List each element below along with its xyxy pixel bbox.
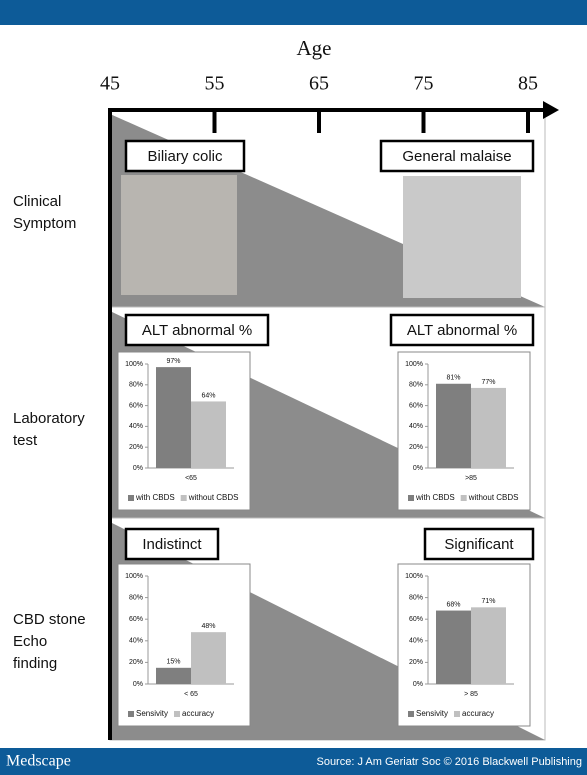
value-label: 81% [446, 375, 460, 382]
row-label: Symptom [13, 215, 76, 232]
y-tick-label: 20% [409, 444, 423, 451]
legend-swatch [128, 711, 134, 717]
legend-label: without CBDS [188, 493, 239, 502]
row-label: finding [13, 655, 57, 672]
age-tick-label: 65 [309, 73, 329, 95]
age-tick-label: 75 [414, 73, 434, 95]
chart-panel [117, 563, 251, 727]
legend-label: with CBDS [135, 493, 175, 502]
y-tick-label: 0% [133, 681, 143, 688]
legend-swatch [460, 495, 467, 501]
bar [471, 607, 506, 684]
y-tick-label: 80% [409, 382, 423, 389]
photo-biliary-colic [121, 175, 237, 295]
label-box-text: General malaise [402, 148, 511, 165]
y-tick-label: 60% [129, 402, 143, 409]
brand: Medscape [6, 753, 71, 770]
top-bar [0, 0, 587, 25]
age-tick-label: 45 [100, 73, 120, 95]
legend-label: Sensivity [416, 709, 448, 718]
y-tick-label: 100% [125, 361, 143, 368]
legend-swatch [408, 495, 414, 501]
value-label: 71% [481, 598, 495, 605]
y-tick-label: 20% [129, 659, 143, 666]
x-tick-label: >85 [465, 475, 477, 482]
label-box-text: ALT abnormal % [407, 322, 517, 339]
y-tick-label: 80% [409, 594, 423, 601]
bar [471, 387, 506, 468]
legend-swatch [128, 495, 134, 501]
label-box-text: Significant [444, 536, 514, 553]
x-tick-label: < 65 [184, 691, 198, 698]
bar [156, 367, 191, 468]
legend-label: Sensivity [136, 709, 168, 718]
value-label: 68% [446, 601, 460, 608]
bottom-bar [0, 748, 587, 775]
bar [191, 632, 226, 684]
value-label: 97% [166, 358, 180, 365]
label-box [124, 527, 220, 561]
source: Source: J Am Geriatr Soc © 2016 Blackwel… [316, 756, 582, 768]
legend-swatch [454, 711, 461, 717]
axis-arrow [543, 101, 559, 119]
bar [191, 401, 226, 468]
label-box-text: ALT abnormal % [142, 322, 252, 339]
legend-swatch [408, 711, 414, 717]
x-tick-label: > 85 [464, 691, 478, 698]
label-box [389, 313, 535, 347]
value-label: 48% [201, 623, 215, 630]
legend-swatch [174, 711, 181, 717]
age-tick-label: 55 [205, 73, 225, 95]
row-label: Laboratory [13, 410, 85, 427]
value-label: 15% [166, 659, 180, 666]
y-tick-label: 60% [409, 616, 423, 623]
y-tick-label: 40% [409, 638, 423, 645]
y-tick-label: 80% [129, 382, 143, 389]
y-tick-label: 0% [413, 681, 423, 688]
x-tick-label: <65 [185, 475, 197, 482]
y-tick-label: 0% [413, 465, 423, 472]
y-tick-label: 0% [133, 465, 143, 472]
legend-label: with CBDS [415, 493, 455, 502]
label-box [124, 313, 270, 347]
y-tick-label: 100% [405, 361, 423, 368]
y-tick-label: 100% [125, 573, 143, 580]
label-box [124, 139, 246, 173]
row-label: CBD stone [13, 611, 86, 628]
legend-swatch [180, 495, 187, 501]
photo-general-malaise [403, 176, 521, 298]
y-tick-label: 100% [405, 573, 423, 580]
label-box [423, 527, 535, 561]
y-tick-label: 20% [129, 444, 143, 451]
bar [156, 667, 191, 684]
label-box-text: Indistinct [142, 536, 202, 553]
value-label: 64% [201, 392, 215, 399]
legend-label: accuracy [182, 709, 214, 718]
age-tick-label: 85 [518, 73, 538, 95]
value-label: 77% [481, 379, 495, 386]
y-tick-label: 40% [129, 638, 143, 645]
y-tick-label: 40% [409, 423, 423, 430]
bar [436, 610, 471, 684]
y-tick-label: 20% [409, 659, 423, 666]
y-tick-label: 60% [129, 616, 143, 623]
row-label: Clinical [13, 193, 61, 210]
label-box [379, 139, 535, 173]
y-tick-label: 60% [409, 402, 423, 409]
bar [436, 383, 471, 468]
label-box-text: Biliary colic [147, 148, 223, 165]
y-tick-label: 80% [129, 594, 143, 601]
row-label: test [13, 432, 38, 449]
y-tick-label: 40% [129, 423, 143, 430]
row-label: Echo [13, 633, 47, 650]
axis-title: Age [297, 36, 332, 60]
legend-label: without CBDS [468, 493, 519, 502]
legend-label: accuracy [462, 709, 494, 718]
